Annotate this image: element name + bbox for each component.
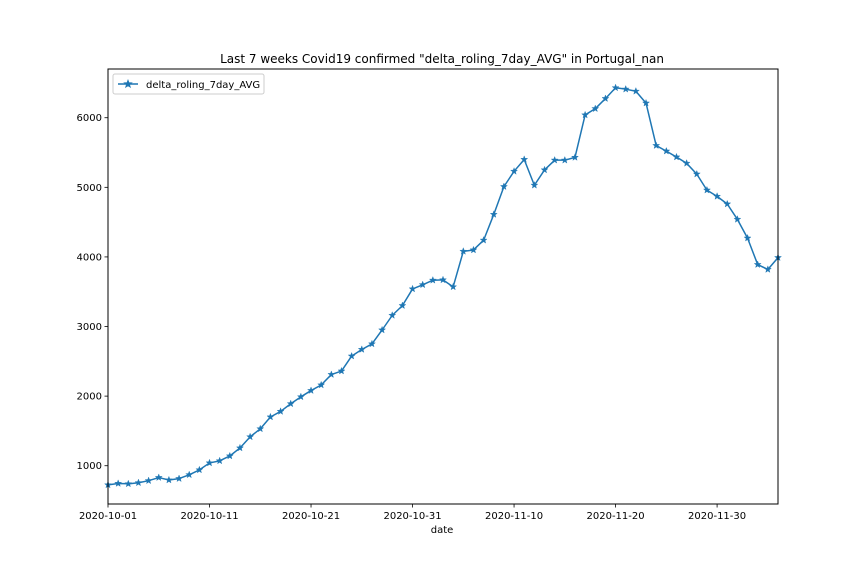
data-point-marker (540, 165, 549, 174)
data-point-marker (296, 392, 305, 401)
data-point-marker (144, 476, 153, 485)
data-point-marker (692, 169, 701, 178)
data-point-marker (550, 156, 559, 164)
x-tick-label: 2020-10-01 (79, 511, 137, 522)
x-tick-label: 2020-10-21 (282, 511, 340, 522)
x-tick-label: 2020-10-31 (383, 511, 441, 522)
data-point-marker (225, 451, 234, 460)
data-point-marker (205, 458, 214, 467)
data-point-marker (702, 185, 711, 194)
data-point-marker (378, 325, 387, 334)
chart-title: Last 7 weeks Covid19 confirmed "delta_ro… (220, 52, 664, 66)
legend: delta_roling_7day_AVG (112, 73, 265, 95)
data-point-marker (611, 83, 620, 92)
x-tick-label: 2020-11-30 (688, 511, 746, 522)
data-point-marker (428, 276, 437, 284)
data-point-marker (164, 475, 173, 484)
data-point-marker (124, 479, 133, 488)
data-point-marker (479, 236, 488, 244)
y-tick-label: 6000 (77, 113, 102, 124)
axis-ticks: 2020-10-01 2020-10-11 2020-10-21 2020-10-31… (77, 113, 747, 522)
data-point-marker (763, 265, 772, 273)
data-point-marker (621, 85, 630, 93)
data-point-marker (520, 155, 529, 163)
data-point-marker (499, 182, 508, 191)
data-point-marker (459, 247, 468, 255)
data-point-marker (733, 215, 742, 223)
data-point-marker (510, 167, 519, 175)
y-tick-label: 5000 (77, 183, 102, 194)
x-tick-label: 2020-11-20 (587, 511, 645, 522)
data-point-marker (154, 473, 163, 481)
data-point-marker (652, 141, 661, 149)
plot-area (104, 83, 782, 489)
data-point-marker (723, 199, 732, 208)
data-point-marker (439, 275, 447, 284)
data-point-marker (134, 478, 143, 487)
data-point-marker (713, 192, 722, 200)
x-tick-label: 2020-11-10 (485, 511, 543, 522)
data-point-marker (591, 104, 600, 113)
y-tick-label: 3000 (77, 322, 102, 333)
data-point-marker (743, 233, 752, 242)
data-point-marker (662, 146, 671, 155)
x-axis-label: date (431, 525, 454, 536)
data-point-marker (560, 156, 569, 164)
data-point-marker (347, 351, 356, 360)
legend-star-marker (123, 78, 133, 89)
data-point-marker (642, 98, 650, 107)
data-point-marker (185, 470, 194, 479)
data-point-marker (256, 424, 265, 433)
data-point-marker (367, 339, 376, 348)
data-point-marker (276, 407, 285, 415)
x-tick-label: 2020-10-11 (180, 511, 238, 522)
data-point-marker (408, 284, 417, 293)
data-point-marker (449, 282, 458, 291)
data-point-marker (601, 94, 610, 102)
y-tick-label: 2000 (77, 392, 102, 403)
data-point-marker (682, 159, 691, 167)
data-point-marker (286, 399, 295, 408)
data-point-marker (398, 301, 407, 310)
data-point-marker (357, 345, 366, 353)
data-point-marker (530, 181, 539, 189)
data-point-marker (672, 152, 681, 161)
data-point-marker (489, 210, 498, 218)
y-tick-label: 4000 (77, 252, 102, 263)
data-point-marker (307, 386, 315, 394)
data-point-marker (327, 370, 336, 378)
data-point-marker (114, 479, 123, 487)
data-point-marker (631, 87, 640, 95)
data-point-marker (246, 432, 255, 441)
data-point-marker (469, 245, 478, 254)
data-point-marker (581, 110, 590, 119)
data-point-marker (317, 380, 326, 389)
data-point-marker (175, 474, 184, 482)
data-point-marker (266, 412, 275, 421)
data-point-marker (195, 465, 204, 474)
legend-box (112, 73, 265, 95)
data-point-marker (571, 153, 579, 161)
data-point-marker (388, 311, 397, 319)
plot-frame (107, 68, 779, 505)
y-tick-label: 1000 (77, 461, 102, 472)
data-point-marker (418, 280, 427, 289)
data-point-marker (215, 456, 224, 465)
data-point-marker (236, 443, 244, 452)
data-point-marker (753, 260, 762, 268)
data-point-marker (337, 366, 346, 375)
legend-label: delta_roling_7day_AVG (146, 80, 260, 91)
